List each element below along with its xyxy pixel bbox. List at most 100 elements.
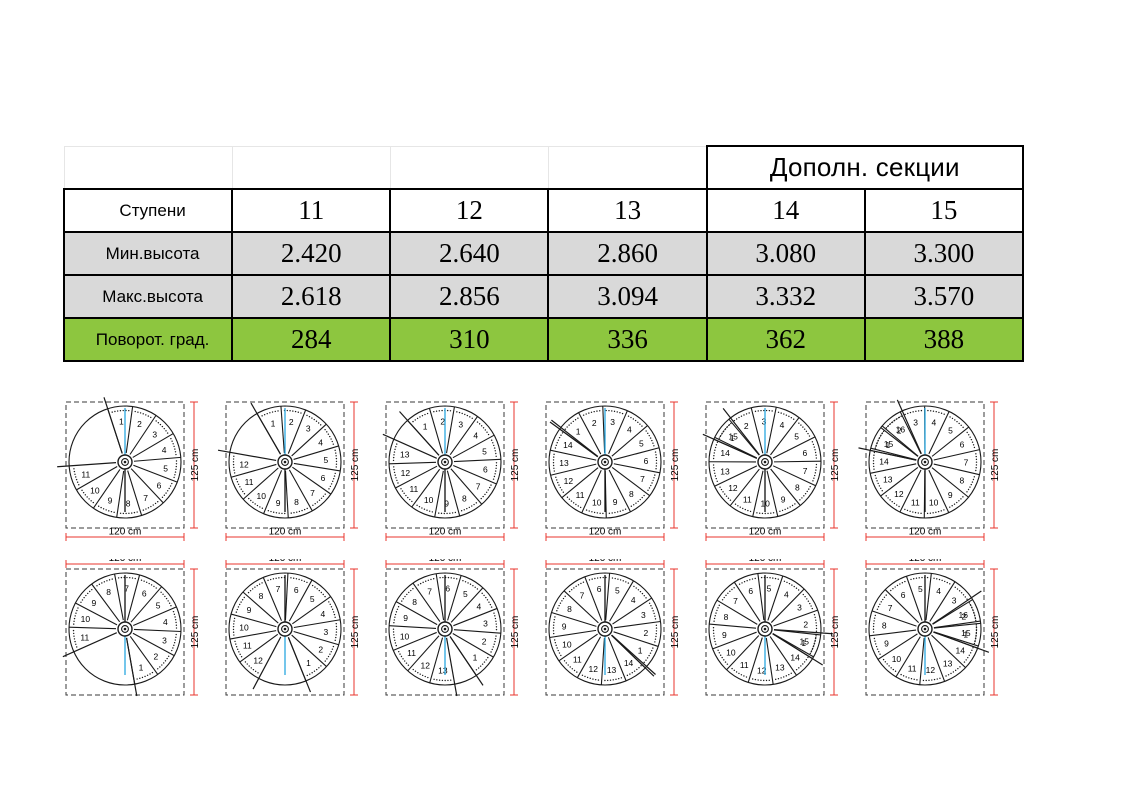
svg-text:13: 13 [400,450,410,460]
svg-text:8: 8 [882,620,887,630]
cell-rotation-2: 310 [389,317,550,362]
svg-text:125 cm: 125 cm [510,616,521,649]
svg-text:7: 7 [733,596,738,606]
svg-text:16: 16 [896,425,906,435]
svg-text:13: 13 [438,665,448,675]
svg-text:2: 2 [318,645,323,655]
cell-max-height-4: 3.332 [705,274,866,319]
svg-text:3: 3 [913,418,918,428]
svg-text:125 cm: 125 cm [670,449,681,482]
svg-text:11: 11 [243,641,252,651]
svg-text:5: 5 [324,455,329,465]
svg-text:2: 2 [482,637,487,647]
cell-max-height-1: 2.618 [231,274,392,319]
svg-text:8: 8 [959,476,964,486]
svg-text:11: 11 [407,648,416,658]
svg-text:12: 12 [564,476,574,486]
diagram-row-top: 1 2 3 4 5 6 7 8 9 10 11 120 cm 125 cm 1 2 3 4 5 6 7 8 9 10 11 12… [52,392,1082,562]
svg-text:13: 13 [943,659,953,669]
svg-text:7: 7 [888,603,893,613]
svg-text:3: 3 [152,429,157,439]
svg-text:3: 3 [483,618,488,628]
svg-text:12: 12 [757,665,767,675]
svg-text:7: 7 [803,466,808,476]
svg-text:125 cm: 125 cm [830,616,841,649]
svg-text:2: 2 [289,417,294,427]
svg-text:9: 9 [403,613,408,623]
svg-text:3: 3 [797,602,802,612]
svg-text:11: 11 [908,663,917,673]
svg-text:2: 2 [153,652,158,662]
svg-text:12: 12 [239,460,249,470]
cell-min-height-3: 2.860 [547,231,708,276]
svg-text:5: 5 [767,584,772,594]
svg-text:2: 2 [592,418,597,428]
staircase-diagram-r1c1: 1 2 3 4 5 6 7 8 9 10 11 120 cm 125 cm [52,392,224,562]
svg-text:8: 8 [126,498,131,508]
svg-text:6: 6 [445,584,450,594]
svg-text:1: 1 [885,440,890,450]
svg-text:125 cm: 125 cm [350,449,361,482]
cell-rotation-3: 336 [547,317,708,362]
svg-text:3: 3 [458,420,463,430]
svg-text:11: 11 [743,494,752,504]
svg-text:9: 9 [247,605,252,615]
cell-max-height-3: 3.094 [547,274,708,319]
svg-text:1: 1 [730,433,735,443]
svg-text:9: 9 [562,621,567,631]
svg-text:2: 2 [803,620,808,630]
svg-text:6: 6 [644,456,649,466]
svg-text:13: 13 [720,466,730,476]
svg-text:120 cm: 120 cm [429,559,462,564]
svg-text:5: 5 [482,446,487,456]
cell-rotation-4: 362 [705,317,866,362]
svg-text:10: 10 [892,654,902,664]
svg-text:6: 6 [157,480,162,490]
svg-text:11: 11 [576,490,585,500]
header-blank-cell-1 [63,145,233,190]
cell-min-height-2: 2.640 [389,231,550,276]
staircase-diagram-r1c3: 1 2 3 4 5 6 7 8 9 10 11 12 13 120 cm 125 cm [372,392,544,562]
svg-text:2: 2 [897,426,902,436]
svg-text:6: 6 [142,588,147,598]
svg-text:7: 7 [310,488,315,498]
svg-text:5: 5 [639,438,644,448]
svg-text:10: 10 [257,491,267,501]
svg-text:13: 13 [559,458,569,468]
svg-text:125 cm: 125 cm [990,449,1001,482]
svg-text:3: 3 [762,417,767,427]
svg-text:10: 10 [424,495,434,505]
svg-text:120 cm: 120 cm [109,527,142,538]
svg-text:10: 10 [562,640,572,650]
svg-text:9: 9 [781,494,786,504]
svg-text:125 cm: 125 cm [670,616,681,649]
cell-steps-3: 13 [547,188,708,233]
header-blank-cell-2 [231,145,391,190]
svg-text:1: 1 [139,662,144,672]
svg-text:3: 3 [641,610,646,620]
row-label-min-height: Мин.высота [62,231,234,276]
staircase-diagram-r1c2: 1 2 3 4 5 6 7 8 9 10 11 12 120 cm 125 cm [212,392,384,562]
svg-text:6: 6 [294,585,299,595]
svg-text:120 cm: 120 cm [749,527,782,538]
svg-text:1: 1 [801,638,806,648]
svg-text:125 cm: 125 cm [990,616,1001,649]
cell-rotation-5: 388 [863,317,1025,362]
svg-text:2: 2 [744,421,749,431]
staircase-spec-table: Дополн. секции Ступени 11 12 13 14 15 Ми… [62,145,1025,362]
svg-text:120 cm: 120 cm [269,527,302,538]
svg-text:12: 12 [926,665,936,675]
svg-text:11: 11 [911,497,920,507]
svg-text:1: 1 [119,417,124,427]
svg-text:9: 9 [108,496,113,506]
svg-text:9: 9 [948,490,953,500]
svg-text:4: 4 [473,430,478,440]
svg-text:125 cm: 125 cm [830,449,841,482]
svg-text:5: 5 [794,431,799,441]
cell-min-height-4: 3.080 [705,231,866,276]
svg-text:10: 10 [239,623,249,633]
svg-text:9: 9 [613,497,618,507]
